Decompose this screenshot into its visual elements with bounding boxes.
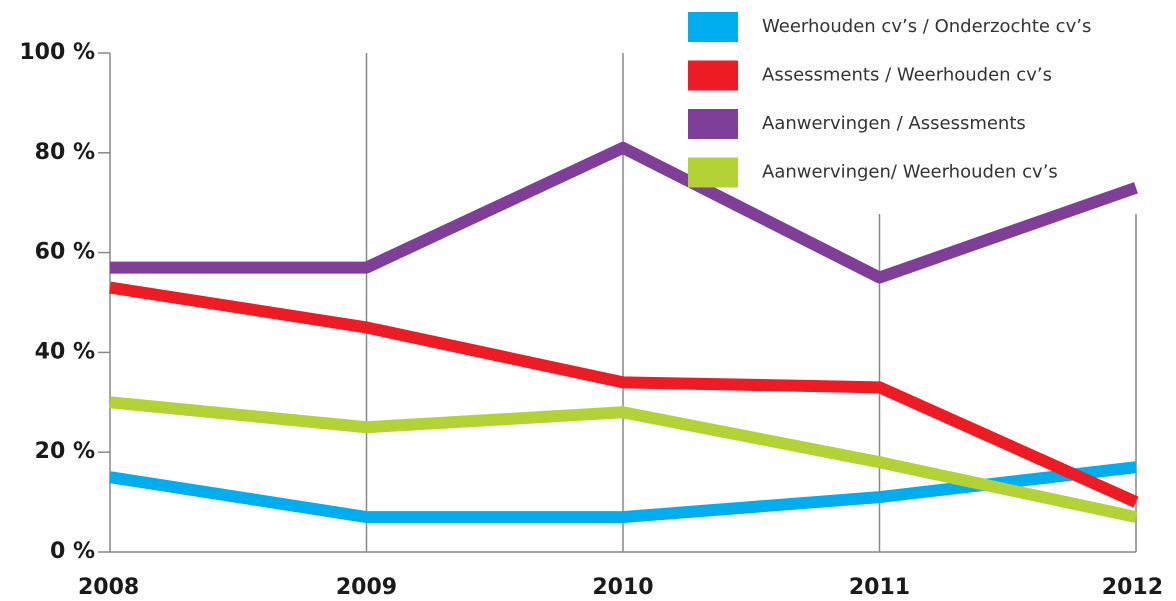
x-tick-label: 2011 [849,575,910,600]
y-tick-label: 0 % [50,539,95,564]
x-tick-label: 2008 [78,575,139,600]
x-tick-label: 2010 [592,575,653,600]
y-tick-label: 60 % [35,240,95,265]
y-tick-label: 80 % [35,140,95,165]
legend-label: Aanwervingen/ Weerhouden cv’s [762,162,1058,183]
series-line [109,461,1137,524]
x-tick-label: 2012 [1102,575,1163,600]
legend-swatch [688,157,738,188]
legend-label: Assessments / Weerhouden cv’s [762,65,1052,86]
legend-background [680,0,1176,214]
series-line [110,141,1138,284]
y-tick-label: 40 % [35,339,95,364]
legend-swatch [688,109,738,139]
x-tick-label: 2009 [336,575,397,600]
y-tick-label: 100 % [19,40,95,65]
series-line [109,281,1139,508]
series-line [109,396,1138,523]
y-tick-label: 20 % [35,439,95,464]
legend-label: Weerhouden cv’s / Onderzochte cv’s [762,16,1091,37]
legend-label: Aanwervingen / Assessments [762,113,1026,134]
legend-swatch [688,60,738,91]
legend-swatch [688,12,738,42]
